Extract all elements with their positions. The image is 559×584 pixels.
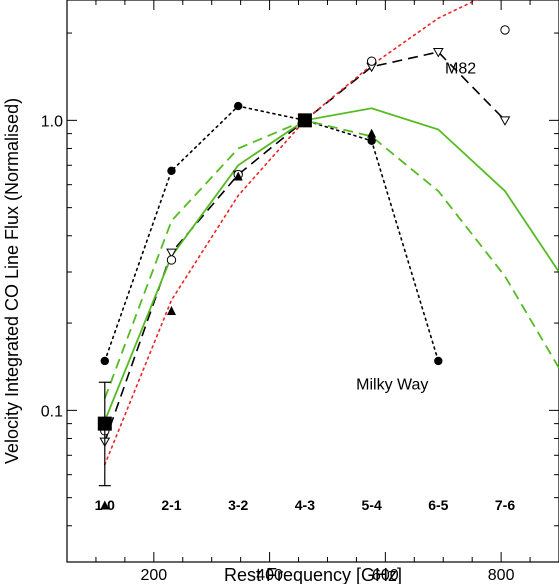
data-point-black-dashed-open-triangle — [499, 116, 511, 126]
data-point-black-dotted-filled-circle — [100, 356, 109, 366]
data-point-black-dashed-open-triangle — [166, 248, 177, 259]
axis-layer: 200 400 600 800 0.1 1.0 1-0 2-1 3-2 4-3 5-4 6-5 7-6 M… — [41, 0, 559, 584]
series-layer — [103, 0, 559, 466]
y-tick-label: 1.0 — [41, 113, 63, 130]
series-line-green-solid — [103, 107, 559, 422]
annotation-label: M82 — [445, 61, 476, 78]
data-point-black-dotted-filled-circle — [367, 136, 376, 146]
series-line-black-dotted-filled-circle — [104, 105, 440, 362]
data-point-open-circle — [366, 56, 377, 66]
transition-label: 2-1 — [161, 497, 181, 513]
data-point-filled-triangle — [233, 171, 243, 181]
data-point-filled-triangle — [100, 500, 110, 510]
transition-label: 3-2 — [228, 497, 248, 513]
error-bar — [98, 381, 111, 487]
data-point-black-dotted-filled-circle — [234, 101, 243, 111]
marker-layer — [97, 25, 511, 510]
y-tick-label: 0.1 — [41, 403, 63, 420]
plot-frame — [66, 0, 559, 563]
transition-label: 4-3 — [295, 497, 315, 513]
data-point-open-circle — [500, 25, 510, 35]
annotation-label: Milky Way — [356, 377, 428, 394]
data-point-open-circle — [166, 255, 177, 265]
x-tick-label: 800 — [488, 567, 515, 584]
reference-square-point — [297, 113, 312, 128]
x-axis-label: Rest Frequency [GHz] — [224, 565, 402, 584]
y-axis-label: Velocity Integrated CO Line Flux (Normal… — [2, 98, 22, 464]
x-tick-label: 400 — [256, 567, 283, 584]
data-point-filled-triangle — [166, 306, 176, 316]
transition-label: 5-4 — [362, 497, 382, 513]
series-line-black-dashed-open-triangle — [104, 51, 506, 442]
transition-label: 1-0 — [95, 497, 115, 513]
data-point-black-dashed-open-triangle — [432, 48, 444, 58]
transition-label: 7-6 — [495, 497, 515, 513]
data-point-filled-triangle — [367, 128, 377, 138]
reference-square-point — [97, 416, 112, 431]
transition-label: 6-5 — [428, 497, 448, 513]
data-point-black-dotted-filled-circle — [167, 166, 176, 175]
x-tick-label: 200 — [140, 567, 167, 584]
data-point-black-dotted-filled-circle — [434, 356, 443, 366]
x-tick-label: 600 — [372, 567, 399, 584]
